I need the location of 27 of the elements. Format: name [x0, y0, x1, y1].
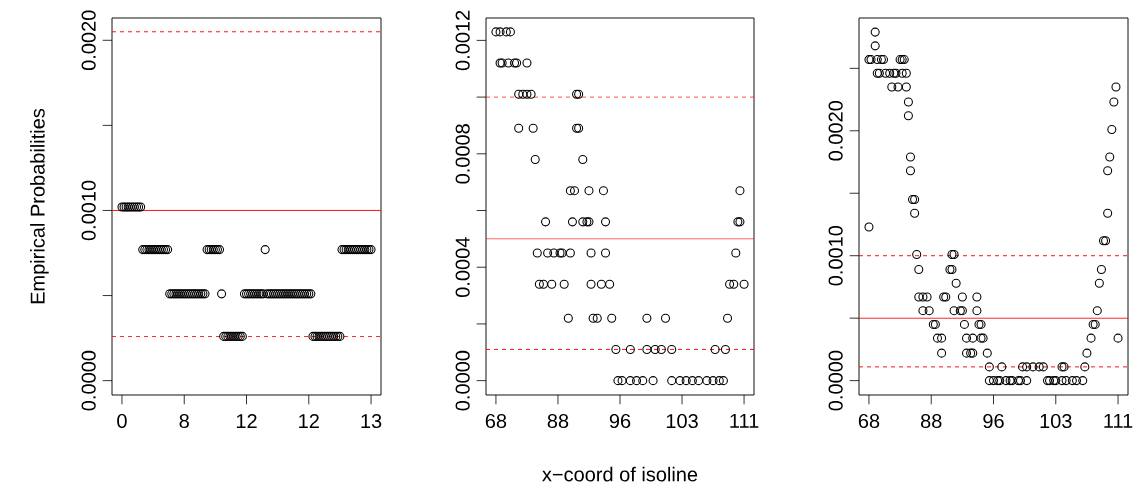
x-tick-label: 68 [485, 413, 507, 429]
x-tick-label: 103 [1040, 413, 1072, 429]
y-tick-label: 0.0010 [81, 180, 96, 241]
x-tick-label: 0 [117, 413, 127, 429]
y-tick-label: 0.0000 [828, 350, 843, 411]
y-tick-label: 0.0008 [455, 124, 470, 184]
x-tick-label: 103 [666, 413, 698, 429]
y-tick-label: 0.0020 [828, 101, 843, 161]
y-tick-label: 0.0004 [455, 237, 470, 298]
y-tick-label: 0.0000 [455, 350, 470, 411]
x-tick-label: 96 [609, 413, 631, 429]
x-tick-label: 12 [236, 413, 257, 428]
x-tick-label: 8 [179, 413, 189, 429]
x-tick-label: 13 [361, 413, 382, 429]
x-tick-label: 96 [983, 413, 1004, 429]
y-tick-label: 0.0000 [81, 350, 96, 411]
y-tick-label: 0.0010 [828, 225, 843, 286]
x-tick-label: 111 [730, 413, 759, 428]
x-tick-label: 68 [858, 413, 880, 429]
y-tick-label: 0.0020 [81, 10, 96, 71]
y-axis-title: Empirical Probabilities [30, 108, 49, 304]
x-tick-label: 111 [1104, 413, 1133, 428]
x-axis-title: x−coord of isoline [542, 466, 698, 482]
x-tick-label: 12 [299, 413, 319, 428]
x-tick-label: 88 [547, 413, 569, 429]
x-tick-label: 88 [920, 413, 942, 429]
y-tick-label: 0.0012 [455, 10, 470, 71]
